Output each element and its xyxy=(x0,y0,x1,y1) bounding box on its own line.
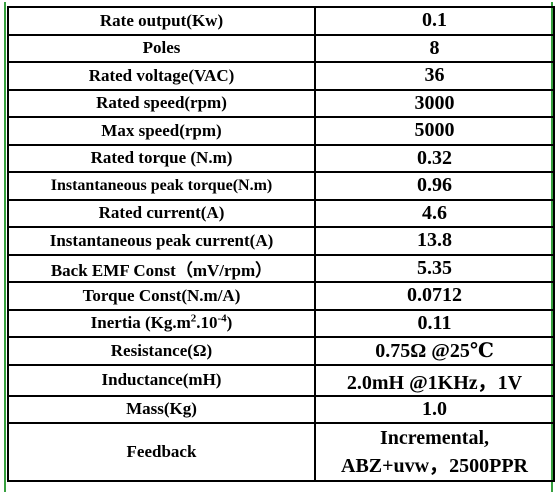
param-value: 5.35 xyxy=(314,253,555,283)
param-value: 0.11 xyxy=(314,308,555,338)
param-value: 8 xyxy=(314,33,555,63)
table-row: Rated current(A) 4.6 xyxy=(7,198,555,228)
inertia-superscript-1: 2 xyxy=(190,312,197,325)
left-border-accent xyxy=(4,2,6,492)
param-label: Feedback xyxy=(7,422,316,482)
table-row: Rated speed(rpm) 3000 xyxy=(7,88,555,118)
inertia-label-prefix: Inertia (Kg.m xyxy=(90,313,191,333)
param-label: Instantaneous peak current(A) xyxy=(7,226,316,256)
table-row: Inductance(mH) 2.0mH @1KHz，1V xyxy=(7,363,555,397)
param-label: Max speed(rpm) xyxy=(7,116,316,146)
feedback-value-line2: ABZ+uvw，2500PPR xyxy=(341,455,528,477)
param-label: Rated voltage(VAC) xyxy=(7,61,316,91)
table-row: Resistance(Ω) 0.75Ω @25℃ xyxy=(7,336,555,366)
param-value: Incremental, ABZ+uvw，2500PPR xyxy=(314,422,555,482)
param-label: Poles xyxy=(7,33,316,63)
param-value: 4.6 xyxy=(314,198,555,228)
param-value: 36 xyxy=(314,61,555,91)
param-label: Inertia (Kg.m2.10-4) xyxy=(7,308,316,338)
param-label: Inductance(mH) xyxy=(7,363,316,397)
param-value: 5000 xyxy=(314,116,555,146)
param-label: Rated current(A) xyxy=(7,198,316,228)
param-value: 13.8 xyxy=(314,226,555,256)
param-label: Torque Const(N.m/A) xyxy=(7,281,316,311)
motor-spec-table: Rate output(Kw) 0.1 Poles 8 Rated voltag… xyxy=(7,6,555,482)
table-row: Rated torque (N.m) 0.32 xyxy=(7,143,555,173)
table-row: Poles 8 xyxy=(7,33,555,63)
inertia-label-suffix: ) xyxy=(226,313,233,333)
feedback-value-line1: Incremental, xyxy=(379,427,490,449)
param-label: Rate output(Kw) xyxy=(7,6,316,36)
param-value: 0.75Ω @25℃ xyxy=(314,336,555,366)
param-value: 0.96 xyxy=(314,171,555,201)
table-row: Mass(Kg) 1.0 xyxy=(7,394,555,424)
table-row: Rated voltage(VAC) 36 xyxy=(7,61,555,91)
table-row: Rate output(Kw) 0.1 xyxy=(7,6,555,36)
inertia-superscript-2: -4 xyxy=(217,312,227,325)
param-label: Back EMF Const（mV/rpm） xyxy=(7,253,316,283)
param-value: 0.32 xyxy=(314,143,555,173)
inertia-label-mid: .10 xyxy=(196,313,218,333)
table-row: Torque Const(N.m/A) 0.0712 xyxy=(7,281,555,311)
param-label: Mass(Kg) xyxy=(7,394,316,424)
table-row: Inertia (Kg.m2.10-4) 0.11 xyxy=(7,308,555,338)
param-value: 1.0 xyxy=(314,394,555,424)
table-row: Feedback Incremental, ABZ+uvw，2500PPR xyxy=(7,422,555,482)
param-label: Instantaneous peak torque(N.m) xyxy=(7,171,316,201)
param-label: Rated torque (N.m) xyxy=(7,143,316,173)
param-value: 0.1 xyxy=(314,6,555,36)
table-row: Max speed(rpm) 5000 xyxy=(7,116,555,146)
table-row: Back EMF Const（mV/rpm） 5.35 xyxy=(7,253,555,283)
table-row: Instantaneous peak torque(N.m) 0.96 xyxy=(7,171,555,201)
param-value: 0.0712 xyxy=(314,281,555,311)
param-value: 2.0mH @1KHz，1V xyxy=(314,363,555,397)
param-label: Resistance(Ω) xyxy=(7,336,316,366)
param-label: Rated speed(rpm) xyxy=(7,88,316,118)
table-row: Instantaneous peak current(A) 13.8 xyxy=(7,226,555,256)
param-value: 3000 xyxy=(314,88,555,118)
